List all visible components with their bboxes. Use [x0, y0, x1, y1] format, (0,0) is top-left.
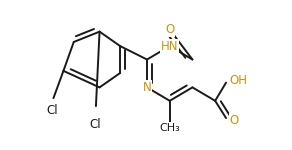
- Text: CH₃: CH₃: [159, 123, 180, 133]
- Text: HN: HN: [161, 40, 178, 53]
- Text: O: O: [165, 23, 174, 36]
- Text: Cl: Cl: [46, 104, 58, 117]
- Text: N: N: [143, 81, 152, 94]
- Text: Cl: Cl: [90, 118, 101, 131]
- Text: O: O: [230, 114, 239, 127]
- Text: OH: OH: [230, 74, 248, 87]
